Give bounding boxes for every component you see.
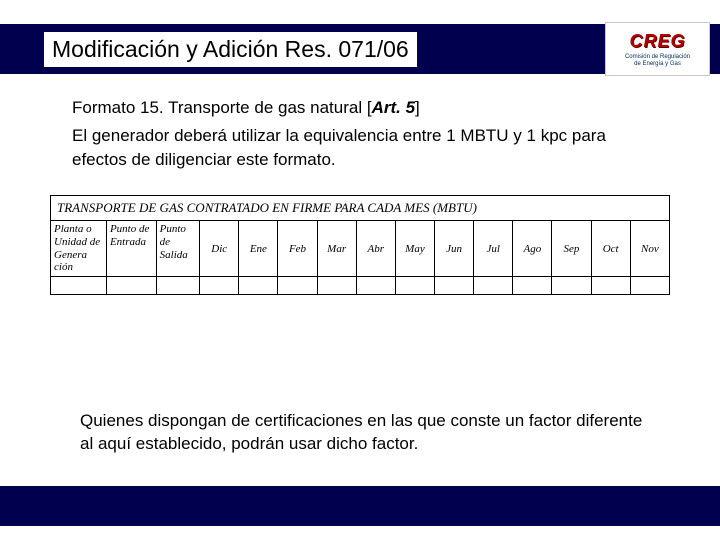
table-row [51, 277, 670, 295]
content-area: Formato 15. Transporte de gas natural [A… [72, 96, 660, 295]
th-entrada: Punto de Entrada [106, 221, 156, 277]
paragraph-equivalencia: El generador deberá utilizar la equivale… [72, 124, 660, 172]
th-planta: Planta o Unidad de Genera ción [51, 221, 107, 277]
th-nov: Nov [630, 221, 669, 277]
th-ene: Ene [239, 221, 278, 277]
th-ago: Ago [513, 221, 552, 277]
paragraph-certificaciones: Quienes dispongan de certificaciones en … [80, 410, 650, 456]
th-feb: Feb [278, 221, 317, 277]
header-title-wrap: Modificación y Adición Res. 071/06 [44, 32, 417, 67]
th-dic: Dic [200, 221, 239, 277]
logo-creg: CREG Comisión de Regulación de Energía y… [605, 22, 710, 76]
logo-text: CREG [629, 31, 685, 52]
th-may: May [395, 221, 434, 277]
art5-ref: Art. 5 [372, 98, 415, 117]
page-title: Modificación y Adición Res. 071/06 [52, 36, 409, 62]
th-salida: Punto de Salida [156, 221, 200, 277]
th-sep: Sep [552, 221, 591, 277]
paragraph-formato: Formato 15. Transporte de gas natural [A… [72, 96, 660, 120]
footer-bar [0, 486, 720, 526]
th-abr: Abr [356, 221, 395, 277]
logo-subtitle: Comisión de Regulación de Energía y Gas [625, 54, 690, 67]
th-mar: Mar [317, 221, 356, 277]
th-jun: Jun [435, 221, 474, 277]
th-oct: Oct [591, 221, 630, 277]
th-jul: Jul [474, 221, 513, 277]
table-title: TRANSPORTE DE GAS CONTRATADO EN FIRME PA… [51, 196, 670, 221]
table-transporte: TRANSPORTE DE GAS CONTRATADO EN FIRME PA… [50, 195, 670, 295]
